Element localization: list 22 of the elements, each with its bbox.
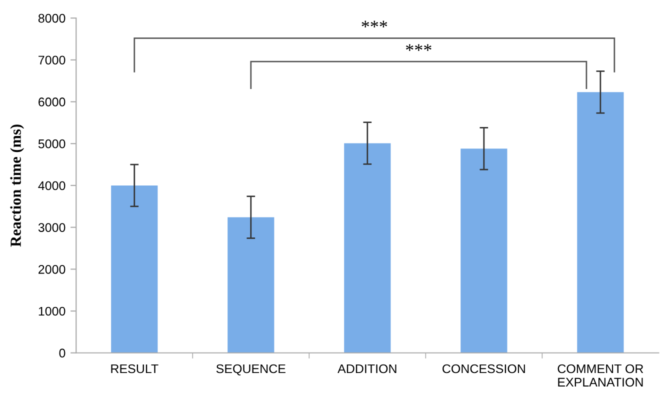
y-tick-label: 0: [59, 348, 66, 358]
annotation: ***: [362, 20, 388, 28]
y-tick-label: 5000: [38, 139, 66, 148]
y-tick-label: 3000: [38, 223, 66, 232]
bar: [344, 143, 391, 353]
bar: [228, 217, 274, 353]
bar: [577, 92, 624, 353]
x-tick-label: ADDITION: [338, 364, 396, 374]
annotation: ***: [406, 44, 432, 51]
y-tick-label: 7000: [38, 56, 66, 65]
y-tick-label: 4000: [38, 181, 66, 190]
bar: [111, 185, 158, 353]
y-tick-label: 6000: [38, 98, 66, 106]
x-tick-label: COMMENT OR EXPLANATION: [558, 364, 644, 387]
x-tick-label: CONCESSION: [442, 364, 525, 374]
y-axis-title: Reaction time (ms): [10, 124, 24, 247]
bar: [460, 148, 508, 353]
y-tick-label: 2000: [38, 264, 66, 274]
x-tick-label: SEQUENCE: [216, 364, 286, 376]
y-tick-label: 8000: [38, 14, 66, 23]
x-tick-label: RESULT: [111, 364, 158, 374]
y-tick-label: 1000: [38, 306, 66, 316]
